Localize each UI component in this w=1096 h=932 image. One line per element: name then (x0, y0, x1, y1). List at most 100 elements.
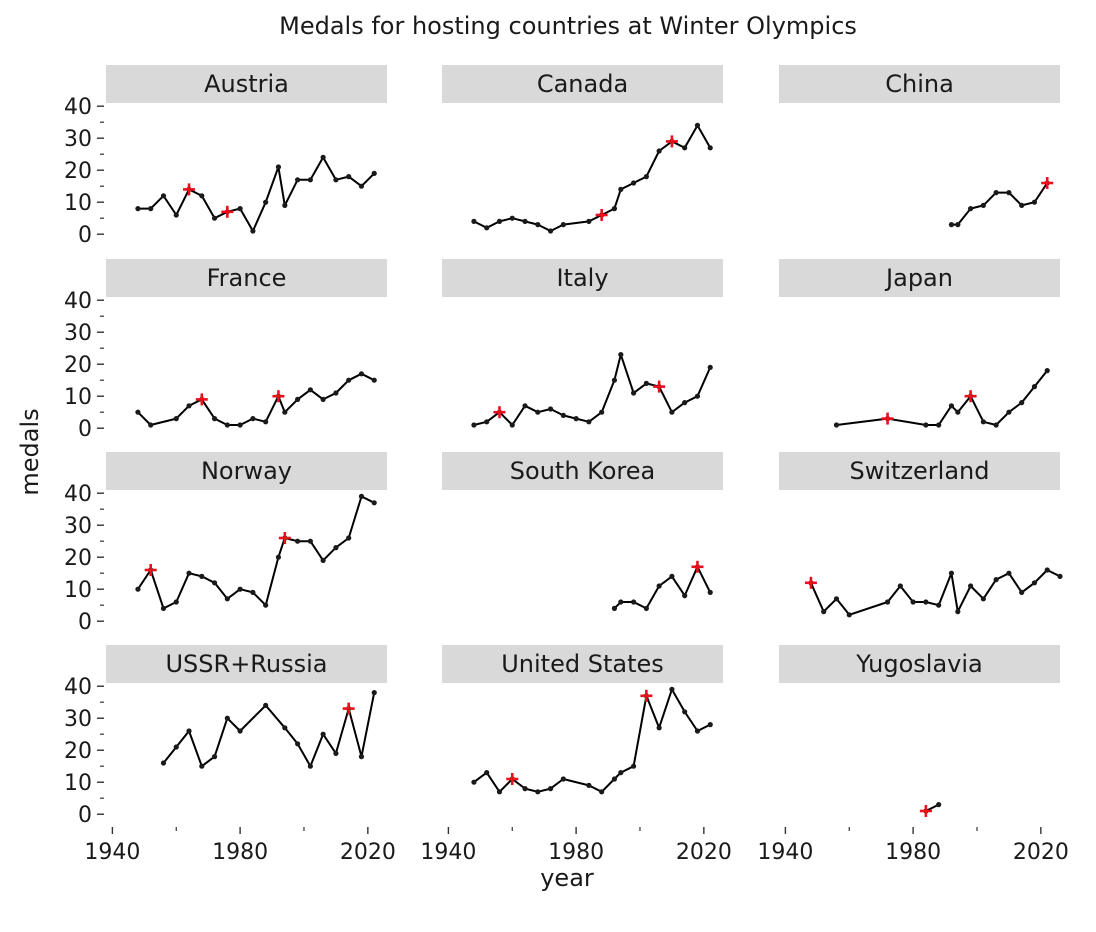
data-point-canada-1984 (586, 218, 592, 224)
x-tick-label-2020: 2020 (340, 840, 396, 865)
data-point-norway-1968 (199, 573, 205, 580)
facet-strip-label-france: France (207, 264, 287, 292)
y-tick-label-20: 20 (64, 159, 92, 184)
data-point-ussr-russia-1980 (237, 728, 243, 734)
data-point-austria-1968 (199, 193, 205, 199)
facet-strip-label-japan: Japan (884, 264, 953, 292)
data-point-japan-2010 (1006, 409, 1012, 415)
facet-france: France (106, 259, 387, 428)
data-point-norway-2006 (320, 557, 326, 564)
y-tick-label-20: 20 (64, 546, 92, 571)
data-point-ussr-russia-2022 (371, 690, 377, 696)
facet-strip-label-south-korea: South Korea (510, 457, 655, 485)
data-point-norway-1998 (294, 538, 301, 544)
data-point-ussr-russia-2010 (333, 750, 339, 757)
x-tick-label-1980: 1980 (212, 840, 268, 865)
data-point-canada-1956 (496, 218, 503, 224)
data-point-china-1992 (948, 222, 955, 228)
data-point-china-2014 (1019, 202, 1025, 208)
data-point-italy-1992 (611, 377, 618, 383)
data-point-japan-1984 (923, 422, 929, 428)
data-point-italy-1998 (630, 390, 637, 396)
data-point-norway-1964 (186, 570, 192, 576)
data-point-canada-1948 (471, 218, 477, 224)
host-marker-austria-1964 (183, 183, 196, 196)
y-tick-label-40: 40 (64, 289, 92, 314)
data-point-japan-1988 (936, 422, 942, 428)
series-line-france (137, 372, 375, 426)
data-point-austria-2002 (307, 177, 313, 183)
data-point-ussr-russia-1976 (224, 715, 230, 721)
y-tick-label-20: 20 (64, 353, 92, 378)
data-point-ussr-russia-2018 (358, 754, 365, 760)
data-point-south-korea-1994 (618, 599, 624, 605)
data-point-south-korea-1992 (611, 605, 618, 612)
data-point-canada-1960 (509, 215, 515, 221)
facet-strip-label-canada: Canada (537, 70, 628, 98)
data-point-norway-2022 (371, 500, 377, 506)
data-point-italy-1976 (560, 412, 566, 418)
data-point-japan-1994 (955, 409, 961, 415)
data-point-italy-1948 (471, 422, 477, 428)
data-point-austria-2014 (346, 174, 352, 180)
data-point-france-1952 (148, 422, 154, 428)
data-point-united-states-1976 (560, 776, 566, 782)
chart-title: Medals for hosting countries at Winter O… (279, 12, 857, 40)
data-point-austria-1998 (294, 177, 301, 183)
data-point-switzerland-2006 (993, 577, 999, 583)
data-point-china-1998 (967, 206, 974, 212)
y-axis-row-1: 0 10 20 30 40 (64, 95, 104, 248)
data-point-switzerland-1952 (821, 609, 827, 615)
data-point-austria-1948 (135, 206, 141, 212)
data-point-united-states-1998 (630, 763, 637, 769)
facet-japan: Japan (779, 259, 1060, 428)
series-line-austria (137, 156, 375, 232)
data-point-switzerland-1960 (846, 612, 852, 618)
data-point-italy-1968 (535, 409, 541, 415)
facet-strip-label-austria: Austria (204, 70, 289, 98)
data-point-france-2010 (333, 390, 339, 396)
data-point-norway-1976 (224, 596, 230, 602)
x-axis-col-1: 1940 1980 2020 (84, 827, 396, 865)
data-point-canada-2022 (707, 145, 713, 151)
data-point-ussr-russia-2002 (307, 763, 313, 769)
data-point-austria-1956 (160, 193, 167, 199)
facet-yugoslavia: Yugoslavia (779, 645, 1060, 817)
series-line-ussr-russia (162, 692, 376, 768)
y-axes: 0 10 20 30 40 0 10 20 30 40 0 10 20 30 40 0 10 20 30 40 (64, 95, 104, 828)
data-point-austria-1994 (282, 202, 288, 208)
y-tick-label-40: 40 (64, 675, 92, 700)
facet-strip-label-switzerland: Switzerland (850, 457, 990, 485)
host-marker-norway-1994 (278, 532, 291, 544)
data-point-japan-1992 (948, 403, 955, 409)
data-point-austria-1992 (275, 164, 282, 170)
y-tick-label-10: 10 (64, 191, 92, 216)
data-point-norway-1992 (275, 554, 282, 560)
data-point-france-1994 (282, 409, 288, 415)
data-point-canada-2018 (694, 122, 701, 128)
data-point-japan-2002 (980, 419, 986, 425)
data-point-switzerland-2010 (1006, 570, 1012, 576)
data-point-switzerland-1972 (884, 599, 891, 605)
x-tick-label-1940: 1940 (420, 840, 476, 865)
data-point-switzerland-2002 (980, 596, 986, 602)
y-tick-label-40: 40 (64, 95, 92, 120)
data-point-italy-1988 (599, 409, 605, 415)
data-point-japan-2022 (1044, 368, 1050, 374)
data-point-united-states-1994 (618, 770, 624, 776)
data-point-united-states-2006 (656, 725, 662, 731)
data-point-united-states-2010 (669, 686, 675, 693)
host-marker-france-1968 (195, 393, 208, 406)
data-point-austria-1960 (173, 212, 179, 218)
data-point-norway-2018 (358, 493, 365, 499)
host-marker-canada-1988 (595, 209, 608, 221)
data-point-norway-1980 (237, 586, 243, 592)
y-axis-row-2: 0 10 20 30 40 (64, 289, 104, 442)
data-point-south-korea-2002 (643, 605, 649, 612)
x-axis-title: year (540, 864, 594, 892)
data-point-yugoslavia-1988 (936, 802, 942, 808)
host-marker-france-1992 (272, 390, 285, 403)
data-point-canada-1968 (535, 222, 541, 228)
y-axis-title: medals (16, 408, 44, 495)
